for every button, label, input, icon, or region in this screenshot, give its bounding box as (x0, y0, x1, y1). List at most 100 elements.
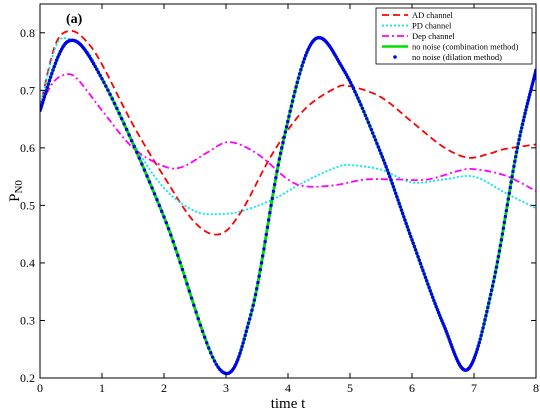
series-marker-dilation (481, 326, 485, 330)
series-marker-dilation (209, 351, 213, 355)
series-marker-dilation (519, 130, 523, 134)
series-marker-dilation (245, 325, 250, 329)
series-marker-dilation (48, 75, 53, 79)
series-marker-dilation (50, 71, 54, 76)
series-marker-dilation (259, 261, 264, 265)
series-marker-dilation (205, 341, 209, 345)
series-marker-dilation (399, 208, 404, 212)
legend-label: AD channel (412, 10, 453, 20)
series-marker-dilation (198, 323, 203, 327)
series-marker-dilation (405, 225, 409, 229)
series-marker-dilation (412, 244, 417, 249)
series-marker-dilation (57, 52, 61, 56)
x-tick-label: 7 (471, 381, 477, 395)
series-marker-dilation (489, 288, 494, 292)
series-marker-dilation (287, 114, 291, 119)
series-marker-dilation (420, 265, 424, 269)
series-marker-dilation (303, 53, 308, 58)
series-marker-dilation (263, 240, 267, 244)
series-marker-dilation (503, 214, 508, 219)
series-marker-dilation (348, 81, 353, 85)
series-marker-dilation (300, 64, 304, 68)
series-marker-dilation (112, 101, 117, 106)
series-marker-dilation (488, 292, 493, 297)
series-marker-dilation (363, 113, 368, 117)
series-marker-dilation (483, 318, 487, 322)
series-marker-dilation (386, 171, 391, 176)
series-marker-dilation (485, 309, 489, 314)
series-marker-dilation (96, 70, 101, 75)
series-marker-dilation (344, 73, 349, 77)
series-marker-dilation (440, 319, 444, 323)
series-marker-dilation (256, 280, 260, 285)
series-marker-dilation (194, 310, 198, 314)
series-marker-dilation (379, 151, 383, 156)
series-marker-dilation (354, 93, 359, 97)
series-marker-dilation (365, 117, 369, 121)
y-tick-label: 0.4 (20, 256, 35, 270)
series-marker-dilation (235, 360, 239, 364)
x-tick-label: 5 (347, 381, 353, 395)
series-marker-dilation (145, 174, 149, 178)
series-group (40, 30, 536, 376)
series-marker-dilation (478, 337, 482, 341)
series-marker-dilation (439, 316, 443, 320)
series-marker-dilation (523, 111, 527, 116)
series-marker-dilation (389, 178, 393, 182)
series-marker-dilation (350, 83, 354, 88)
series-marker-dilation (100, 77, 104, 81)
series-marker-dilation (508, 185, 512, 190)
series-marker-dilation (406, 228, 411, 232)
x-axis-title: time t (271, 396, 306, 411)
series-marker-dilation (297, 72, 302, 76)
series-marker-dilation (261, 254, 265, 258)
series-marker-dilation (41, 98, 46, 102)
series-marker-dilation (140, 162, 144, 166)
y-axis-title-subscript: N0 (13, 180, 25, 194)
series-marker-dilation (252, 298, 257, 302)
series-marker-dilation (247, 317, 252, 321)
series-marker-dilation (514, 154, 518, 159)
series-marker-dilation (137, 156, 142, 160)
series-marker-dilation (527, 95, 531, 100)
series-marker-dilation (258, 267, 263, 272)
series-marker-dilation (373, 138, 378, 142)
series-marker-dilation (305, 50, 309, 55)
legend-label: Dep channel (412, 31, 455, 41)
series-marker-dilation (476, 344, 480, 348)
series-marker-dilation (119, 116, 124, 121)
series-marker-dilation (494, 265, 499, 269)
series-marker-dilation (347, 78, 351, 82)
series-marker-dilation (473, 353, 478, 357)
series-marker-dilation (360, 106, 365, 110)
series-marker-dilation (166, 227, 171, 231)
series-marker-dilation (390, 181, 394, 186)
series-marker-dilation (47, 78, 52, 83)
series-marker-dilation (491, 279, 496, 284)
series-marker-dilation (251, 303, 255, 308)
series-marker-dilation (292, 94, 296, 99)
series-marker-dilation (238, 351, 242, 356)
series-marker-dilation (264, 232, 268, 237)
series-marker-dilation (515, 146, 520, 150)
series-marker-dilation (372, 134, 376, 139)
y-tick-label: 0.2 (20, 371, 35, 385)
series-marker-dilation (407, 231, 412, 236)
series-marker-dilation (368, 124, 372, 128)
series-marker-dilation (381, 158, 386, 162)
series-marker-dilation (269, 203, 273, 208)
series-marker-dilation (395, 195, 399, 199)
series-marker-dilation (299, 68, 303, 72)
series-marker-dilation (429, 292, 434, 296)
series-marker-dilation (91, 62, 96, 66)
series-marker-dilation (507, 191, 511, 196)
series-marker-dilation (356, 96, 360, 100)
series-marker-dilation (388, 175, 392, 179)
series-marker-dilation (54, 58, 59, 62)
series-marker-dilation (262, 247, 266, 251)
series-marker-dilation (448, 340, 452, 344)
series-marker-dilation (265, 225, 270, 229)
series-marker-dilation (513, 159, 517, 164)
series-marker-dilation (155, 198, 159, 202)
